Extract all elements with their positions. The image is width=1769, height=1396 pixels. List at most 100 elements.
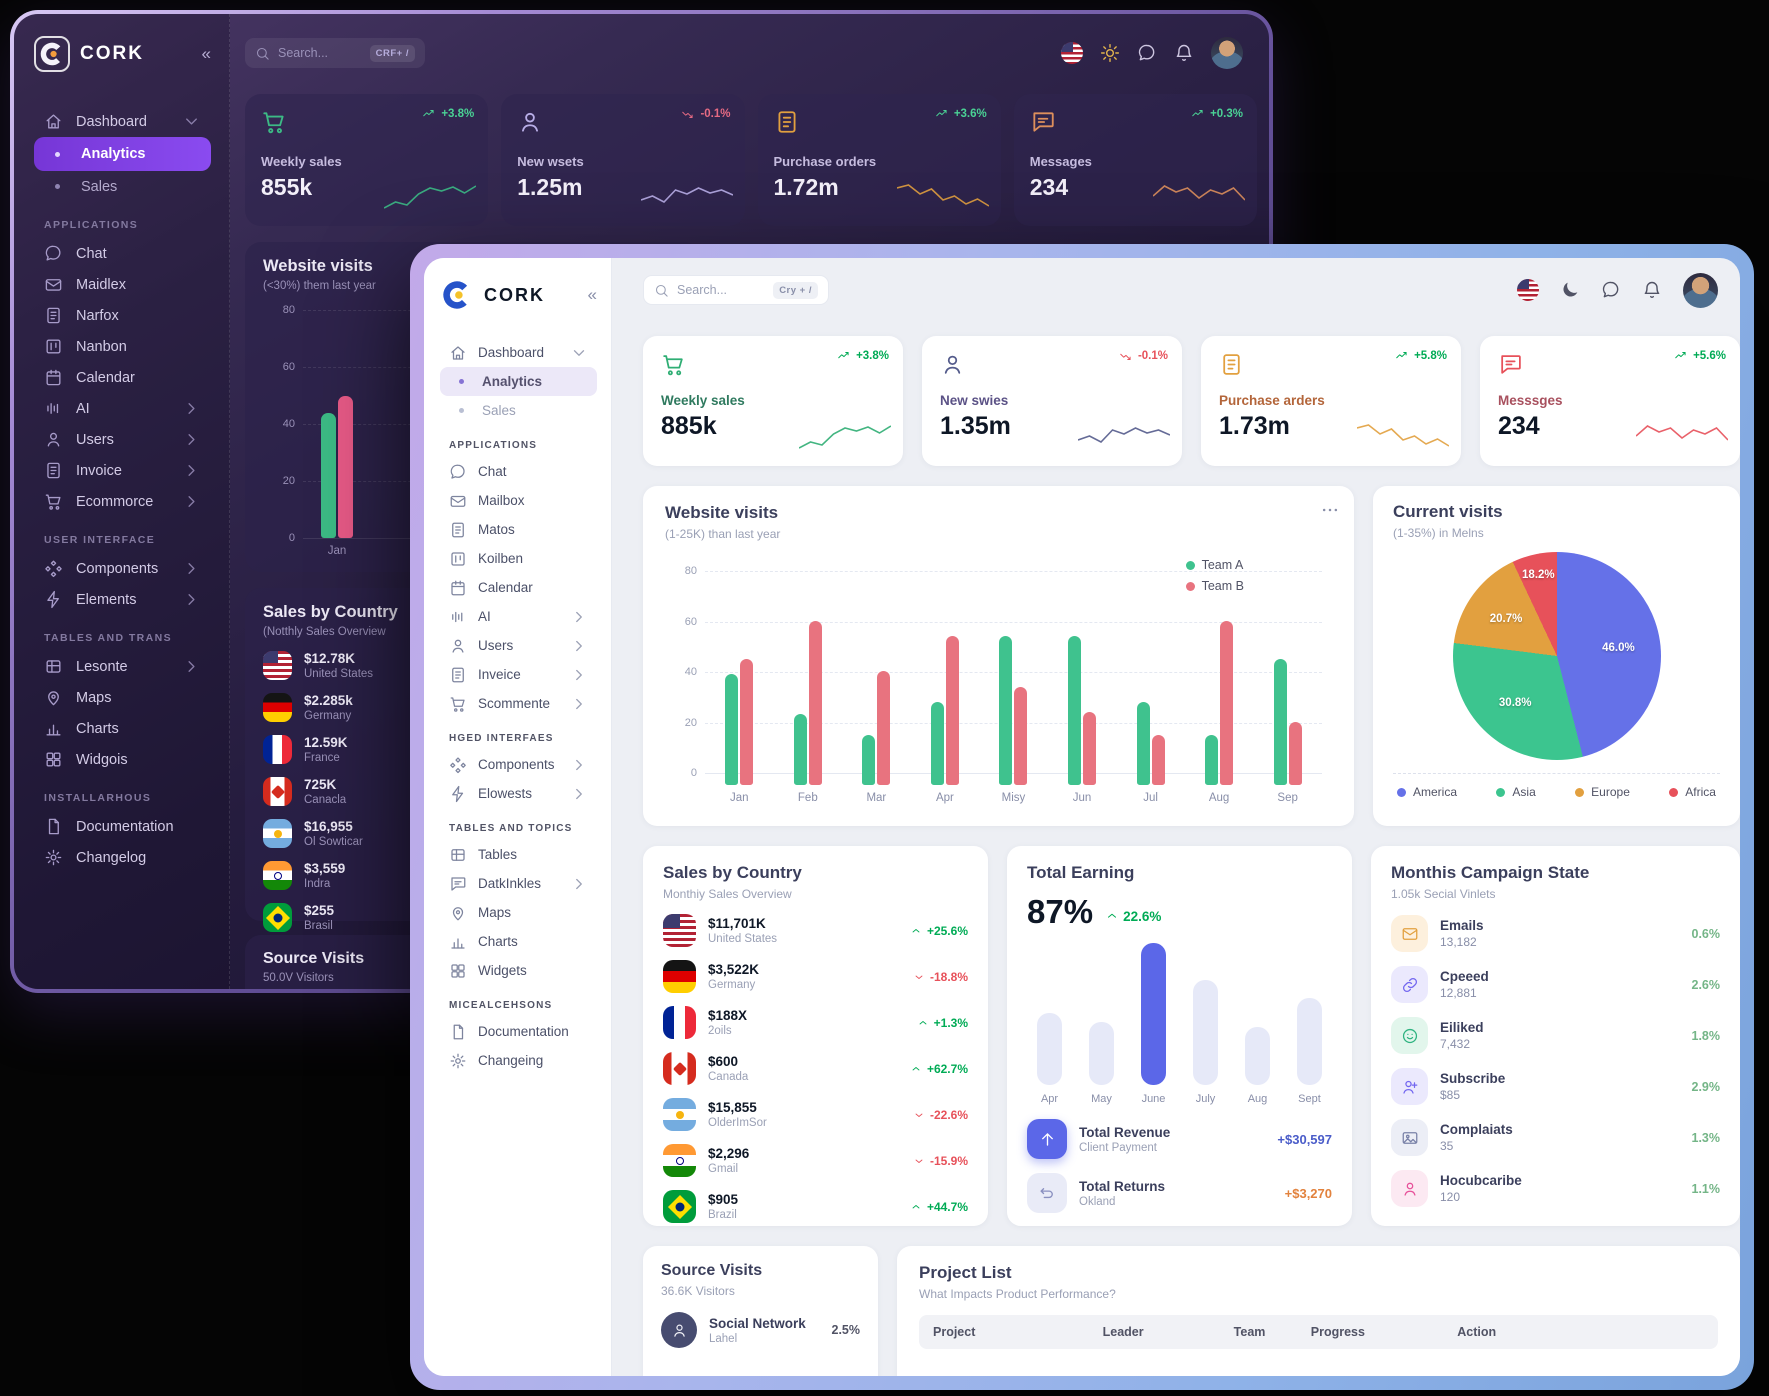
chat-icon [449, 463, 467, 481]
bell-icon[interactable] [1642, 280, 1662, 300]
x-axis-label: Sept [1298, 1093, 1321, 1105]
sidebar-item-users[interactable]: Users [440, 631, 597, 660]
sidebar-item-scommente[interactable]: Scommente [440, 689, 597, 718]
search-placeholder: Search... [278, 46, 329, 60]
bar-group-jul: Jul [1136, 701, 1165, 804]
fr-flag-icon [263, 735, 292, 764]
sidebar-item-elements[interactable]: Elements [34, 584, 211, 615]
sidebar-item-lesonte[interactable]: Lesonte [34, 651, 211, 682]
sidebar-section-label: APPLICATIONS [449, 440, 538, 451]
legend-dot-icon [1185, 581, 1195, 591]
earning-bar-apr: Apr [1037, 1013, 1062, 1105]
smile-icon [1391, 1017, 1428, 1054]
sidebar-item-charts[interactable]: Charts [440, 927, 597, 956]
sidebar-item-analytics[interactable]: Analytics [440, 367, 597, 396]
country-row-fr: $188X 2oils +1.3% [663, 1006, 968, 1039]
country-sales-value: $16,955 [304, 819, 353, 834]
sidebar-item-widgets[interactable]: Widgets [440, 956, 597, 985]
country-sales-value: $2,296 [708, 1146, 750, 1161]
sidebar-item-chat[interactable]: Chat [34, 238, 211, 269]
stat-trend-value: +0.3% [1210, 108, 1243, 120]
sidebar-item-sales[interactable]: Sales [440, 396, 597, 425]
sidebar-item-components[interactable]: Components [34, 553, 211, 584]
sidebar-item-elowests[interactable]: Elowests [440, 779, 597, 808]
team-a-bar [862, 734, 876, 785]
bullet-icon [459, 408, 464, 413]
campaign-name: Complaiats [1440, 1122, 1513, 1137]
sidebar-item-maidlex[interactable]: Maidlex [34, 269, 211, 300]
y-axis-label: 80 [684, 565, 697, 577]
country-name: Germany [304, 710, 352, 722]
sidebar-collapse-button[interactable]: « [201, 44, 211, 63]
sidebar-item-documentation[interactable]: Documentation [34, 811, 211, 842]
chat-icon[interactable] [1137, 43, 1157, 63]
bell-icon[interactable] [1174, 43, 1194, 63]
stat-card-purchase-orders: +3.6% Purchase orders 1.72m [757, 94, 1001, 226]
sidebar-item-users[interactable]: Users [34, 424, 211, 455]
sidebar-item-dashboard[interactable]: Dashboard [34, 106, 211, 137]
search-input[interactable]: Search... Cry + / [643, 275, 829, 305]
light-sidebar: CORK « Dashboard Analytics Sales APPLICATIO… [424, 258, 612, 1376]
sidebar-item-koilben[interactable]: Koilben [440, 544, 597, 573]
sidebar-item-ai[interactable]: AI [440, 602, 597, 631]
sidebar-collapse-button[interactable]: « [587, 285, 597, 304]
table-header-action: Action [1457, 1325, 1497, 1339]
moon-icon[interactable] [1560, 280, 1580, 300]
sidebar-item-nanbon[interactable]: Nanbon [34, 331, 211, 362]
user-avatar[interactable] [1683, 272, 1718, 308]
trendup-icon [935, 107, 949, 121]
sidebar-item-narfox[interactable]: Narfox [34, 300, 211, 331]
message-icon [1498, 352, 1523, 377]
country-trend: +25.6% [910, 924, 968, 938]
sidebar-item-components[interactable]: Components [440, 750, 597, 779]
sidebar-item-label: Users [76, 431, 114, 448]
language-us-flag-icon[interactable] [1061, 42, 1083, 64]
card-title: Source Visits [263, 950, 365, 967]
source-visits-card: Source Visits 36.6K Visitors Social Netw… [643, 1246, 878, 1376]
sun-icon[interactable] [1100, 43, 1120, 63]
campaign-stats-list: Emails 13,182 0.6% Cpeeed 12,881 2.6% Eiliked 7… [1391, 915, 1720, 1207]
legend-label: Europe [1591, 785, 1630, 799]
sidebar-item-maps[interactable]: Maps [34, 682, 211, 713]
sidebar-item-ai[interactable]: AI [34, 393, 211, 424]
chat-icon[interactable] [1601, 280, 1621, 300]
earning-bar-chart: Apr May June July Aug Sept [1027, 942, 1332, 1105]
sidebar-item-calendar[interactable]: Calendar [440, 573, 597, 602]
sidebar-item-documentation[interactable]: Documentation [440, 1017, 597, 1046]
sidebar-item-changelog[interactable]: Changelog [34, 842, 211, 873]
y-axis-label: 40 [282, 418, 295, 430]
sidebar-item-maps[interactable]: Maps [440, 898, 597, 927]
sidebar-item-matos[interactable]: Matos [440, 515, 597, 544]
sidebar-item-widgois[interactable]: Widgois [34, 744, 211, 775]
sidebar-item-analytics[interactable]: Analytics [34, 137, 211, 171]
sparkline-chart [1356, 418, 1450, 458]
gear-icon [449, 1052, 467, 1070]
country-trend: +62.7% [910, 1062, 968, 1076]
more-options-icon[interactable] [1320, 500, 1340, 520]
team-a-bar [1273, 658, 1287, 785]
sidebar-section-label: APPLICATIONS [44, 219, 139, 231]
sidebar-item-invoice[interactable]: Invoice [34, 455, 211, 486]
sidebar-item-tables[interactable]: Tables [440, 840, 597, 869]
search-input[interactable]: Search... CRF+ / [245, 38, 425, 68]
sidebar-item-calendar[interactable]: Calendar [34, 362, 211, 393]
legend-dot-icon [1185, 560, 1195, 570]
sidebar-item-label: Narfox [76, 307, 119, 324]
user-avatar[interactable] [1211, 37, 1243, 69]
search-icon [654, 283, 669, 298]
sidebar-item-charts[interactable]: Charts [34, 713, 211, 744]
country-sales-value: $11,701K [708, 916, 766, 931]
sidebar-item-sales[interactable]: Sales [34, 171, 211, 202]
sidebar-item-label: Invoice [76, 462, 122, 479]
language-us-flag-icon[interactable] [1517, 279, 1539, 301]
country-text: $16,955 Ol Sowticar [304, 819, 363, 848]
sidebar-item-chat[interactable]: Chat [440, 457, 597, 486]
sidebar-item-dashboard[interactable]: Dashboard [440, 338, 597, 367]
sidebar-item-datkinkles[interactable]: DatkInkles [440, 869, 597, 898]
card-title: Source Visits [661, 1262, 763, 1279]
sidebar-item-mailbox[interactable]: Mailbox [440, 486, 597, 515]
sidebar-item-changeing[interactable]: Changeing [440, 1046, 597, 1075]
sidebar-item-ecommorce[interactable]: Ecommorce [34, 486, 211, 517]
stat-label: Messages [1029, 154, 1092, 169]
sidebar-item-inveice[interactable]: Inveice [440, 660, 597, 689]
